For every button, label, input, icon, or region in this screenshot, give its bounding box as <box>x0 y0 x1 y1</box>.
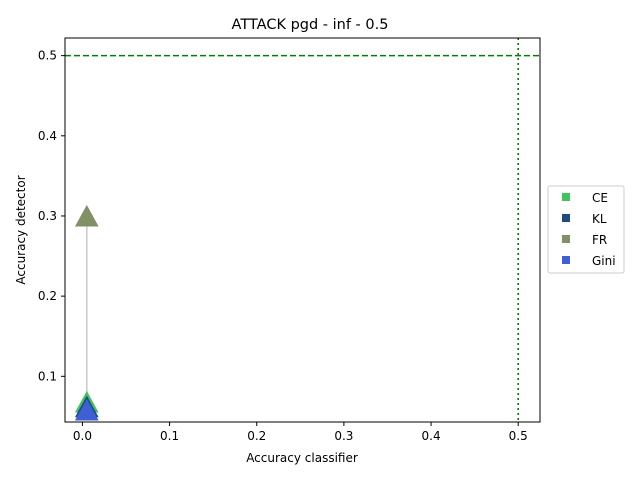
x-tick-label: 0.2 <box>247 429 266 443</box>
plot-frame <box>64 37 541 423</box>
x-tick-label: 0.0 <box>73 429 92 443</box>
legend: CE KL FR Gini <box>547 185 625 274</box>
y-tick-label: 0.2 <box>38 289 57 303</box>
legend-label-fr: FR <box>592 233 607 247</box>
legend-swatch-ce <box>562 193 570 201</box>
legend-label-gini: Gini <box>592 254 616 268</box>
legend-label-ce: CE <box>592 191 608 205</box>
x-tick-label: 0.4 <box>422 429 441 443</box>
y-tick-label: 0.5 <box>38 49 57 63</box>
chart-title: ATTACK pgd - inf - 0.5 <box>232 17 389 33</box>
legend-frame <box>547 185 625 274</box>
legend-label-kl: KL <box>592 212 607 226</box>
x-axis-ticks: 0.0 0.1 0.2 0.3 0.4 0.5 <box>73 422 528 443</box>
legend-swatch-kl <box>562 214 570 222</box>
data-markers <box>74 204 99 421</box>
y-tick-label: 0.1 <box>38 369 57 383</box>
x-tick-label: 0.1 <box>160 429 179 443</box>
y-axis-ticks: 0.1 0.2 0.3 0.4 0.5 <box>38 49 65 383</box>
legend-swatch-gini <box>562 256 570 264</box>
y-tick-label: 0.4 <box>38 129 57 143</box>
marker-gini <box>74 398 99 421</box>
reference-lines <box>65 38 540 422</box>
x-tick-label: 0.5 <box>509 429 528 443</box>
x-tick-label: 0.3 <box>334 429 353 443</box>
y-tick-label: 0.3 <box>38 209 57 223</box>
legend-swatch-fr <box>562 235 570 243</box>
marker-fr <box>74 204 99 227</box>
y-axis-label: Accuracy detector <box>14 175 28 284</box>
x-axis-label: Accuracy classifier <box>246 451 358 465</box>
